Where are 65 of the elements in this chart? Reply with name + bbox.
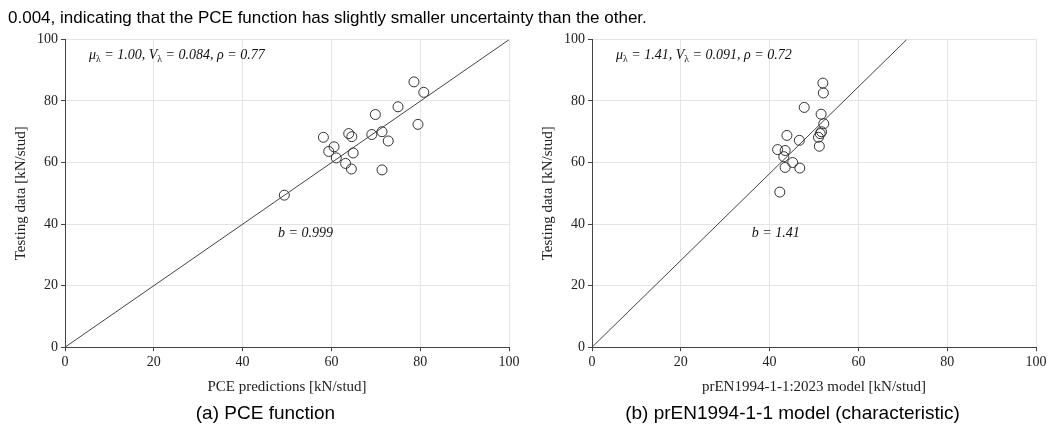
point xyxy=(817,87,829,99)
point xyxy=(815,108,827,120)
point xyxy=(772,144,784,156)
point xyxy=(340,157,352,169)
point xyxy=(382,135,394,147)
x-tick-label: 0 xyxy=(588,354,596,370)
point xyxy=(779,145,791,157)
point xyxy=(328,141,340,153)
point xyxy=(330,152,342,164)
point xyxy=(278,189,290,201)
point xyxy=(369,109,381,120)
x-tick-label: 80 xyxy=(940,354,955,370)
y-tick-label: 40 xyxy=(44,215,58,231)
point xyxy=(392,101,404,113)
point xyxy=(787,157,799,169)
x-tick-label: 0 xyxy=(61,354,69,370)
y-tick-label: 60 xyxy=(571,154,585,170)
text: (b) prEN1994-1-1 model (characteristic) xyxy=(624,402,961,424)
x-tick-label: 40 xyxy=(762,354,777,370)
y-axis-title: Testing data [kN/stud] xyxy=(11,126,28,261)
point xyxy=(813,140,825,152)
y-tick-label: 100 xyxy=(37,31,58,47)
y-tick-label: 20 xyxy=(44,277,58,293)
point xyxy=(317,131,329,143)
point xyxy=(347,147,359,159)
y-tick-label: 80 xyxy=(571,92,585,108)
point xyxy=(345,163,357,175)
annotation: b = 0.999 xyxy=(278,225,334,240)
point xyxy=(779,161,791,173)
x-axis-title: prEN1994-1-1:2023 model [kN/stud] xyxy=(701,377,927,394)
x-tick-label: 40 xyxy=(235,354,250,370)
text: 0.004, indicating that the PCE function has slightly smaller uncertainty than the other. xyxy=(8,8,648,28)
point xyxy=(794,162,806,174)
y-tick-label: 60 xyxy=(44,154,58,170)
point xyxy=(798,101,810,113)
point xyxy=(412,118,424,130)
y-tick-label: 20 xyxy=(571,277,585,293)
point xyxy=(408,76,420,88)
point xyxy=(818,118,830,130)
x-axis-title: PCE predictions [kN/stud] xyxy=(207,377,367,394)
y-axis-title: Testing data [kN/stud] xyxy=(538,126,555,261)
y-tick-label: 40 xyxy=(571,215,585,231)
y-tick-label: 0 xyxy=(578,338,585,354)
point xyxy=(366,129,378,141)
text: (a) PCE function xyxy=(194,402,337,424)
annotation: b = 1.41 xyxy=(751,225,800,240)
point xyxy=(817,77,829,89)
point xyxy=(793,134,805,146)
x-tick-label: 20 xyxy=(673,354,688,370)
x-tick-label: 60 xyxy=(324,354,339,370)
x-tick-label: 100 xyxy=(498,354,520,370)
point xyxy=(418,86,430,98)
x-tick-label: 100 xyxy=(1025,354,1047,370)
y-tick-label: 80 xyxy=(44,92,58,108)
y-tick-label: 100 xyxy=(564,31,585,47)
point xyxy=(376,126,388,138)
point xyxy=(376,164,388,176)
point xyxy=(781,129,793,141)
y-tick-label: 0 xyxy=(51,338,58,354)
x-tick-label: 80 xyxy=(413,354,428,370)
point xyxy=(778,151,790,163)
x-tick-label: 60 xyxy=(851,354,866,370)
point xyxy=(323,145,335,157)
x-tick-label: 20 xyxy=(146,354,161,370)
point xyxy=(774,186,786,198)
